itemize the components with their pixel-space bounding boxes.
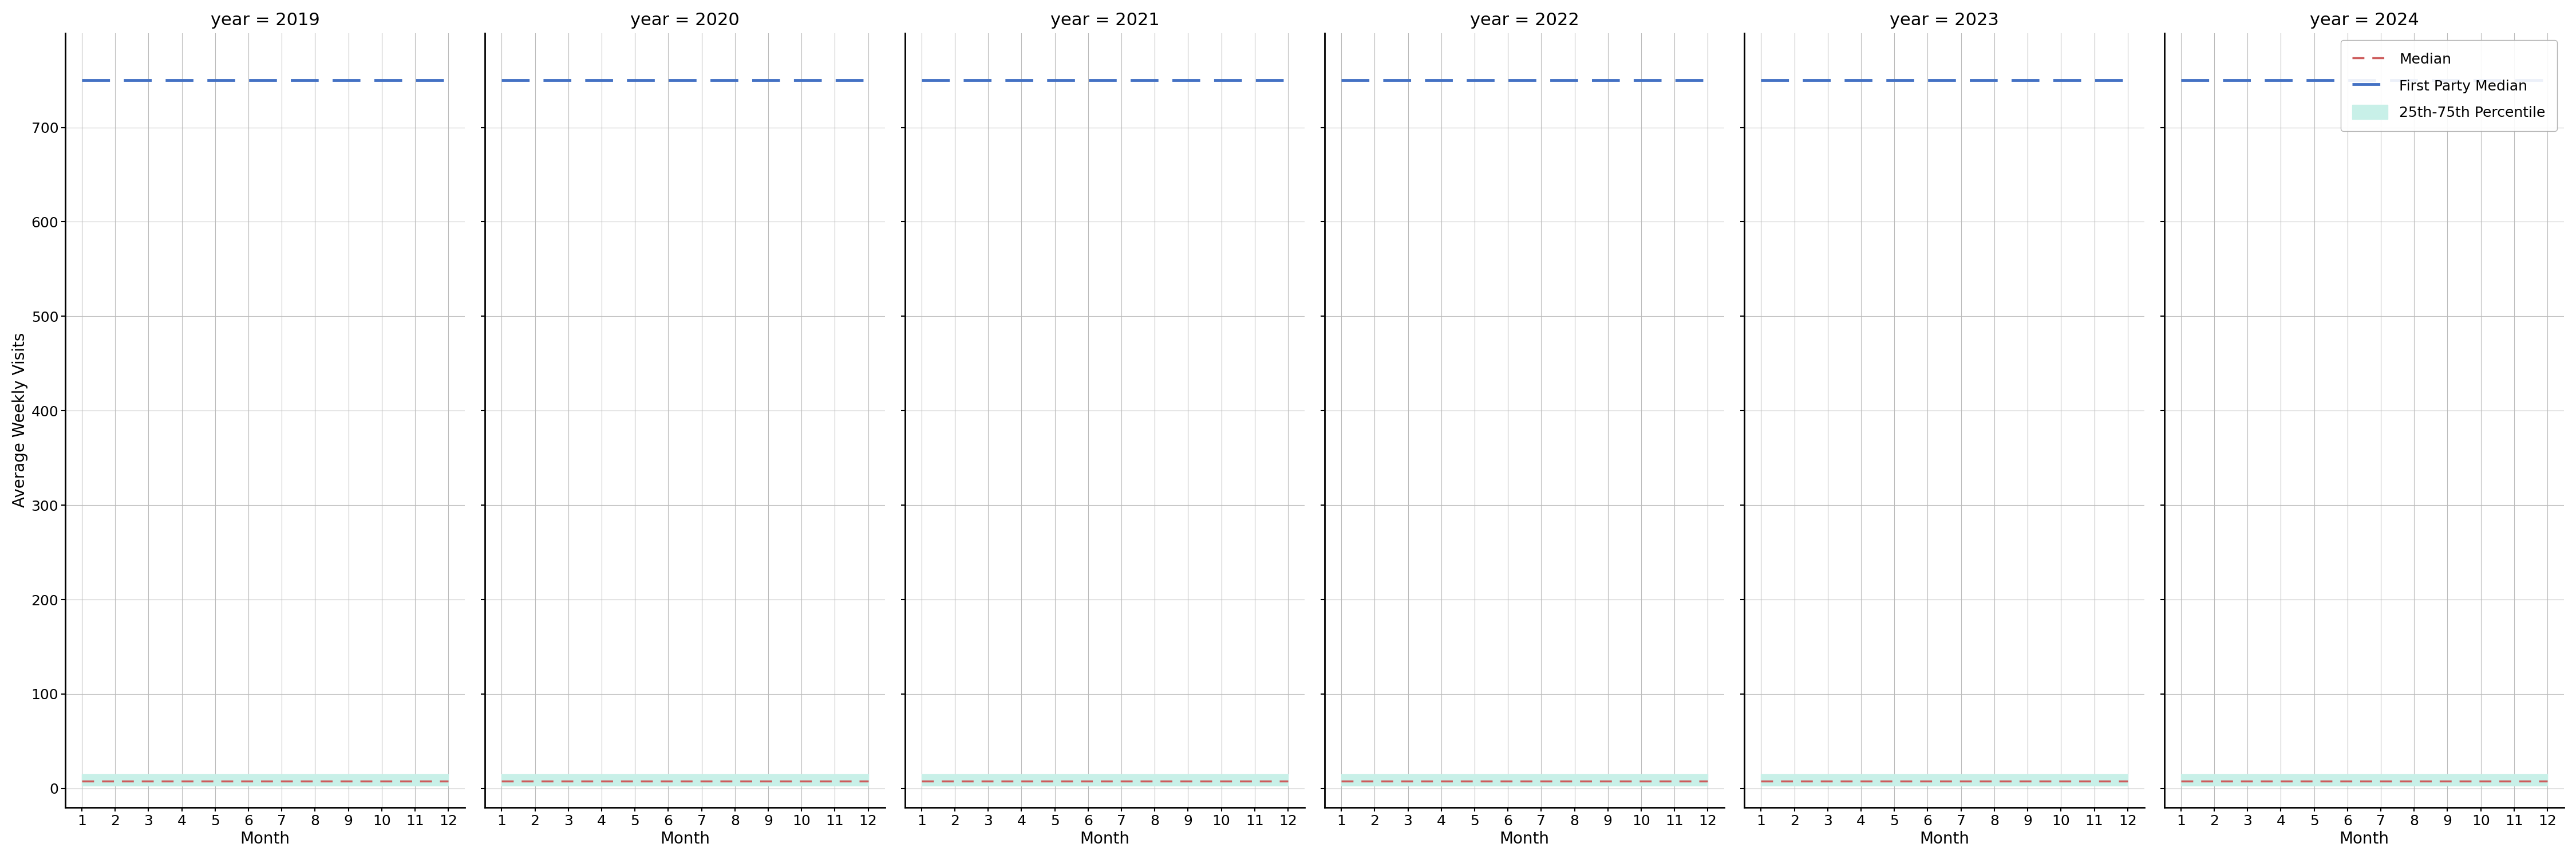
- Title: year = 2021: year = 2021: [1051, 12, 1159, 28]
- Legend: Median, First Party Median, 25th-75th Percentile: Median, First Party Median, 25th-75th Pe…: [2342, 40, 2558, 131]
- X-axis label: Month: Month: [240, 831, 291, 847]
- Title: year = 2024: year = 2024: [2311, 12, 2419, 28]
- X-axis label: Month: Month: [2339, 831, 2388, 847]
- Title: year = 2019: year = 2019: [211, 12, 319, 28]
- X-axis label: Month: Month: [1079, 831, 1131, 847]
- Title: year = 2020: year = 2020: [631, 12, 739, 28]
- X-axis label: Month: Month: [1919, 831, 1968, 847]
- Title: year = 2023: year = 2023: [1891, 12, 1999, 28]
- Title: year = 2022: year = 2022: [1471, 12, 1579, 28]
- X-axis label: Month: Month: [659, 831, 711, 847]
- X-axis label: Month: Month: [1499, 831, 1548, 847]
- Y-axis label: Average Weekly Visits: Average Weekly Visits: [13, 332, 28, 508]
